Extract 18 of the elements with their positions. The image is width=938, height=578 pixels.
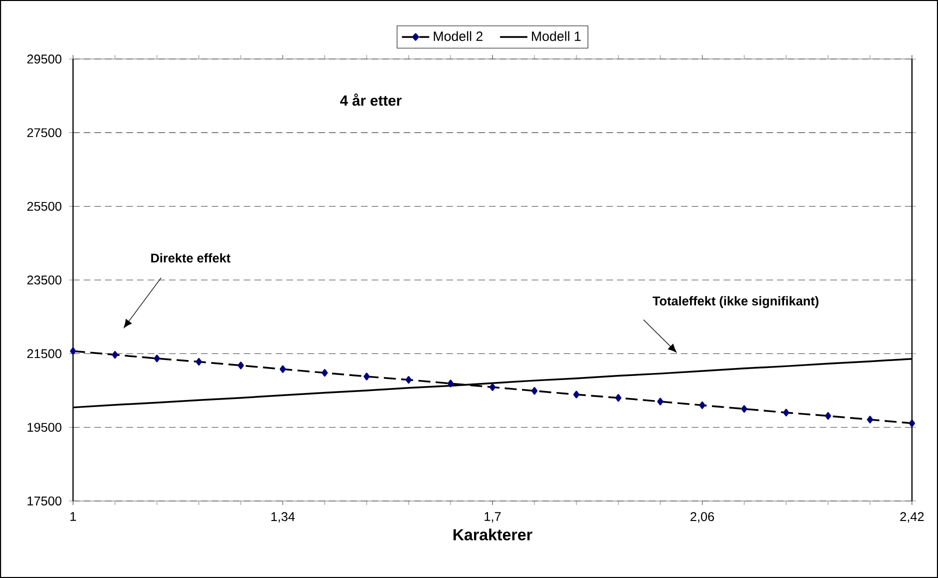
y-tick-label: 21500 — [27, 349, 62, 358]
x-tick-label: 1 — [70, 512, 76, 521]
x-axis-title: Karakterer — [454, 528, 532, 540]
y-tick-label: 27500 — [27, 128, 62, 138]
annotation: Totaleffekt (ikke signifikant) — [652, 296, 818, 308]
legend-label: Modell 1 — [532, 31, 581, 41]
y-tick-label: 29500 — [27, 54, 62, 64]
y-tick-label: 17500 — [28, 496, 62, 506]
y-tick-label: 19500 — [28, 422, 62, 432]
text: 4 år etter — [340, 94, 402, 106]
y-tick-label: 23500 — [27, 276, 62, 284]
annotation: Direkte effekt — [151, 253, 230, 263]
x-tick-label: 2,06 — [690, 512, 714, 523]
legend-label: Modell 2 — [434, 31, 482, 41]
x-tick-label: 1,7 — [484, 512, 501, 522]
x-tick-label: 2,42 — [900, 512, 924, 523]
x-tick-label: 1,34 — [271, 512, 295, 523]
y-tick-label: 25500 — [27, 202, 62, 211]
